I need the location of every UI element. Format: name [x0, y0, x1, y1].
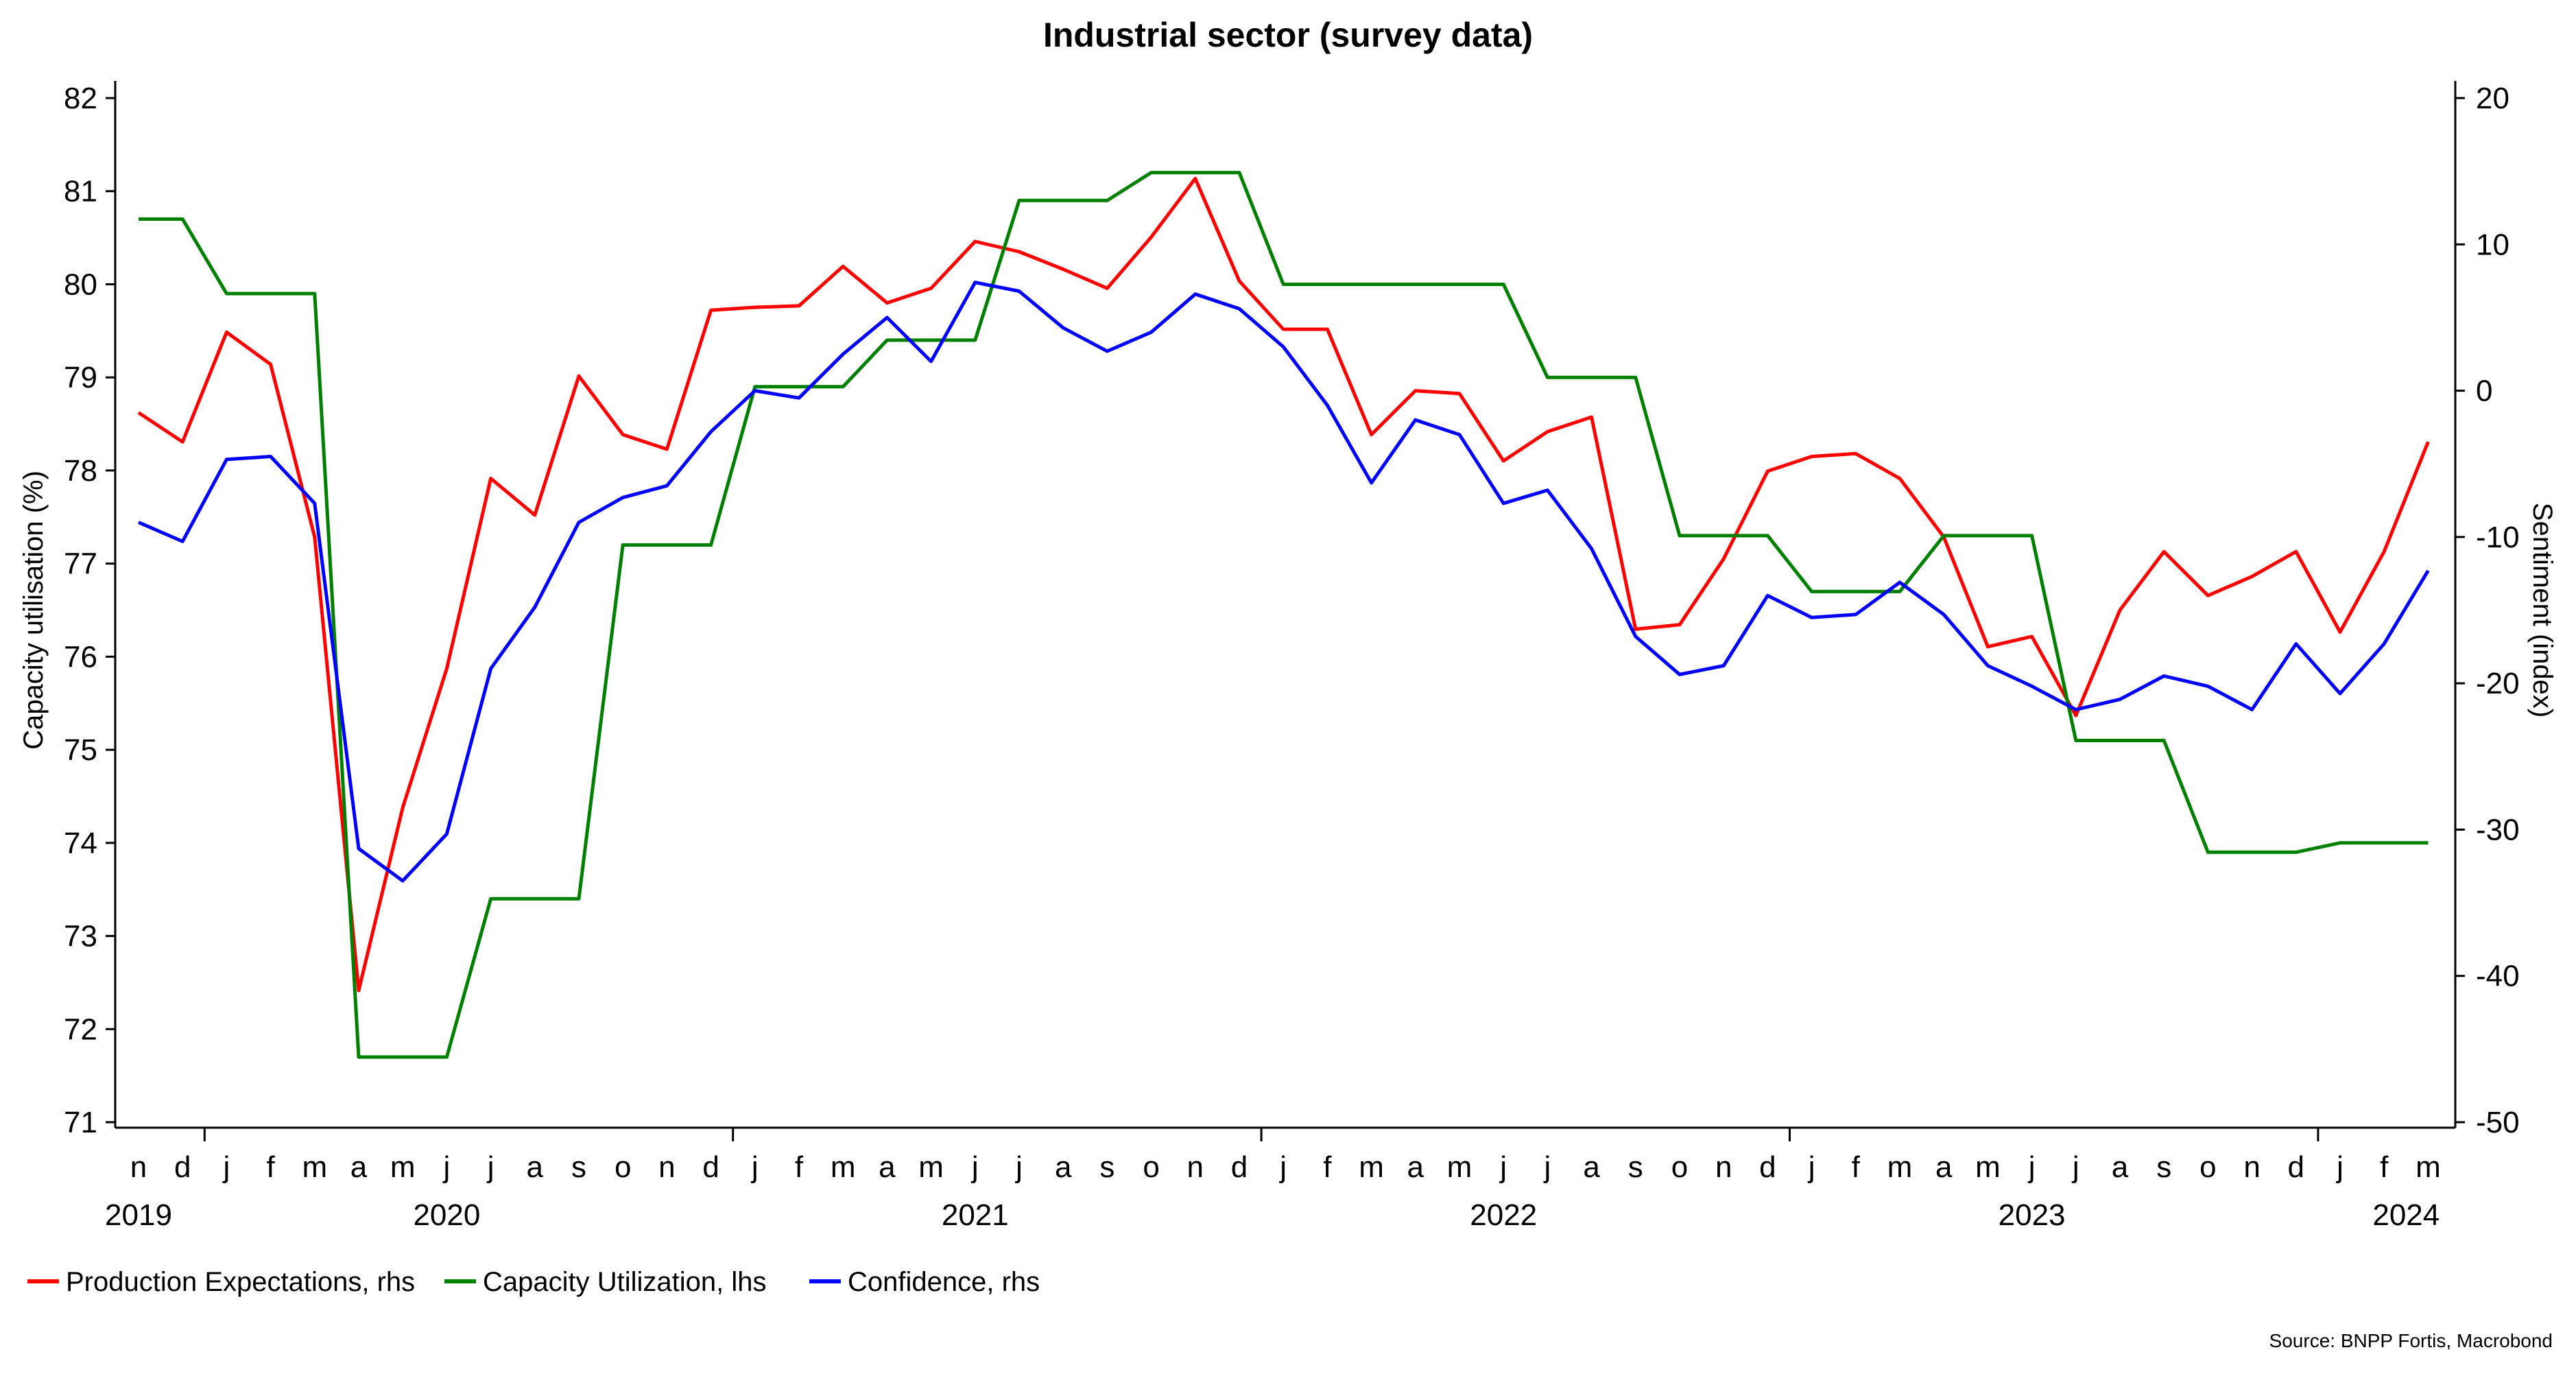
left-tick-label: 72 — [64, 1012, 97, 1046]
x-month-label: o — [2199, 1150, 2216, 1184]
x-month-label: f — [266, 1150, 275, 1184]
left-tick-label: 81 — [64, 175, 97, 209]
x-month-label: o — [1143, 1150, 1159, 1184]
x-month-label: a — [350, 1150, 368, 1184]
x-month-label: f — [795, 1150, 804, 1184]
x-month-label: d — [1231, 1150, 1248, 1184]
x-year-label: 2023 — [1999, 1198, 2066, 1232]
x-month-label: j — [486, 1150, 494, 1184]
left-tick-label: 76 — [64, 640, 97, 674]
legend-label-2: Confidence, rhs — [848, 1267, 1040, 1297]
left-tick-label: 79 — [64, 361, 97, 394]
right-tick-label: 0 — [2476, 375, 2492, 408]
x-month-label: a — [2112, 1150, 2129, 1184]
x-month-label: j — [1543, 1150, 1551, 1184]
x-month-label: m — [831, 1150, 856, 1184]
x-month-label: j — [2027, 1150, 2036, 1184]
right-tick-label: -40 — [2476, 960, 2520, 993]
x-year-label: 2021 — [942, 1198, 1009, 1232]
left-tick-label: 82 — [64, 82, 97, 115]
x-month-label: a — [879, 1150, 896, 1184]
x-month-label: j — [1014, 1150, 1023, 1184]
left-axis-title: Capacity utilisation (%) — [19, 471, 49, 750]
right-axis-title: Sentiment (index) — [2527, 503, 2557, 717]
right-tick-label: -20 — [2476, 667, 2520, 700]
x-month-label: s — [1628, 1150, 1643, 1184]
series-line-2 — [138, 281, 2430, 883]
x-month-label: n — [1187, 1150, 1204, 1184]
x-month-label: j — [1278, 1150, 1287, 1184]
right-tick-label: 20 — [2476, 82, 2509, 115]
left-tick-label: 74 — [64, 827, 97, 860]
x-month-label: m — [918, 1150, 944, 1184]
x-month-label: s — [1099, 1150, 1114, 1184]
source-note: Source: BNPP Fortis, Macrobond — [2269, 1330, 2553, 1351]
right-tick-label: -10 — [2476, 521, 2520, 554]
left-tick-label: 73 — [64, 920, 97, 953]
x-year-label: 2020 — [413, 1198, 480, 1232]
x-month-label: d — [702, 1150, 719, 1184]
x-month-label: m — [1447, 1150, 1472, 1184]
x-month-label: s — [571, 1150, 586, 1184]
left-tick-label: 77 — [64, 547, 97, 581]
x-year-label: 2022 — [1470, 1198, 1537, 1232]
x-month-label: j — [2071, 1150, 2079, 1184]
right-tick-label: -30 — [2476, 813, 2520, 846]
x-month-label: d — [2288, 1150, 2304, 1184]
x-month-label: j — [970, 1150, 979, 1184]
x-month-label: j — [222, 1150, 230, 1184]
x-year-label: 2024 — [2372, 1198, 2440, 1232]
right-tick-label: -50 — [2476, 1106, 2520, 1139]
x-month-label: a — [527, 1150, 544, 1184]
x-month-label: d — [1759, 1150, 1776, 1184]
x-month-label: s — [2156, 1150, 2171, 1184]
x-month-label: f — [1852, 1150, 1861, 1184]
x-month-label: a — [1407, 1150, 1424, 1184]
x-month-label: d — [174, 1150, 191, 1184]
x-month-label: n — [658, 1150, 675, 1184]
x-month-label: a — [1055, 1150, 1072, 1184]
x-month-label: m — [2416, 1150, 2441, 1184]
left-tick-label: 80 — [64, 268, 97, 301]
x-month-label: j — [750, 1150, 759, 1184]
x-month-label: j — [442, 1150, 451, 1184]
x-month-label: a — [1935, 1150, 1953, 1184]
x-month-label: j — [1499, 1150, 1507, 1184]
x-month-label: m — [1887, 1150, 1913, 1184]
x-month-label: n — [130, 1150, 147, 1184]
left-tick-label: 78 — [64, 454, 97, 488]
series-line-1 — [139, 171, 2429, 1059]
chart-title: Industrial sector (survey data) — [1043, 16, 1533, 54]
x-month-label: n — [2243, 1150, 2260, 1184]
x-year-label: 2019 — [105, 1198, 172, 1232]
x-month-label: o — [1671, 1150, 1688, 1184]
x-month-label: a — [1583, 1150, 1600, 1184]
right-tick-label: 10 — [2476, 228, 2509, 261]
x-month-label: m — [1975, 1150, 2001, 1184]
x-month-label: j — [2335, 1150, 2344, 1184]
x-month-label: m — [390, 1150, 416, 1184]
x-month-label: f — [1323, 1150, 1332, 1184]
legend-label-0: Production Expectations, rhs — [66, 1267, 415, 1297]
left-tick-label: 71 — [64, 1106, 97, 1139]
left-tick-label: 75 — [64, 733, 97, 767]
x-month-label: n — [1715, 1150, 1732, 1184]
x-month-label: j — [1807, 1150, 1815, 1184]
x-month-label: m — [302, 1150, 327, 1184]
x-month-label: f — [2380, 1150, 2389, 1184]
series-line-0 — [137, 176, 2430, 993]
legend-label-1: Capacity Utilization, lhs — [483, 1267, 767, 1297]
x-month-label: o — [615, 1150, 631, 1184]
x-month-label: m — [1359, 1150, 1384, 1184]
